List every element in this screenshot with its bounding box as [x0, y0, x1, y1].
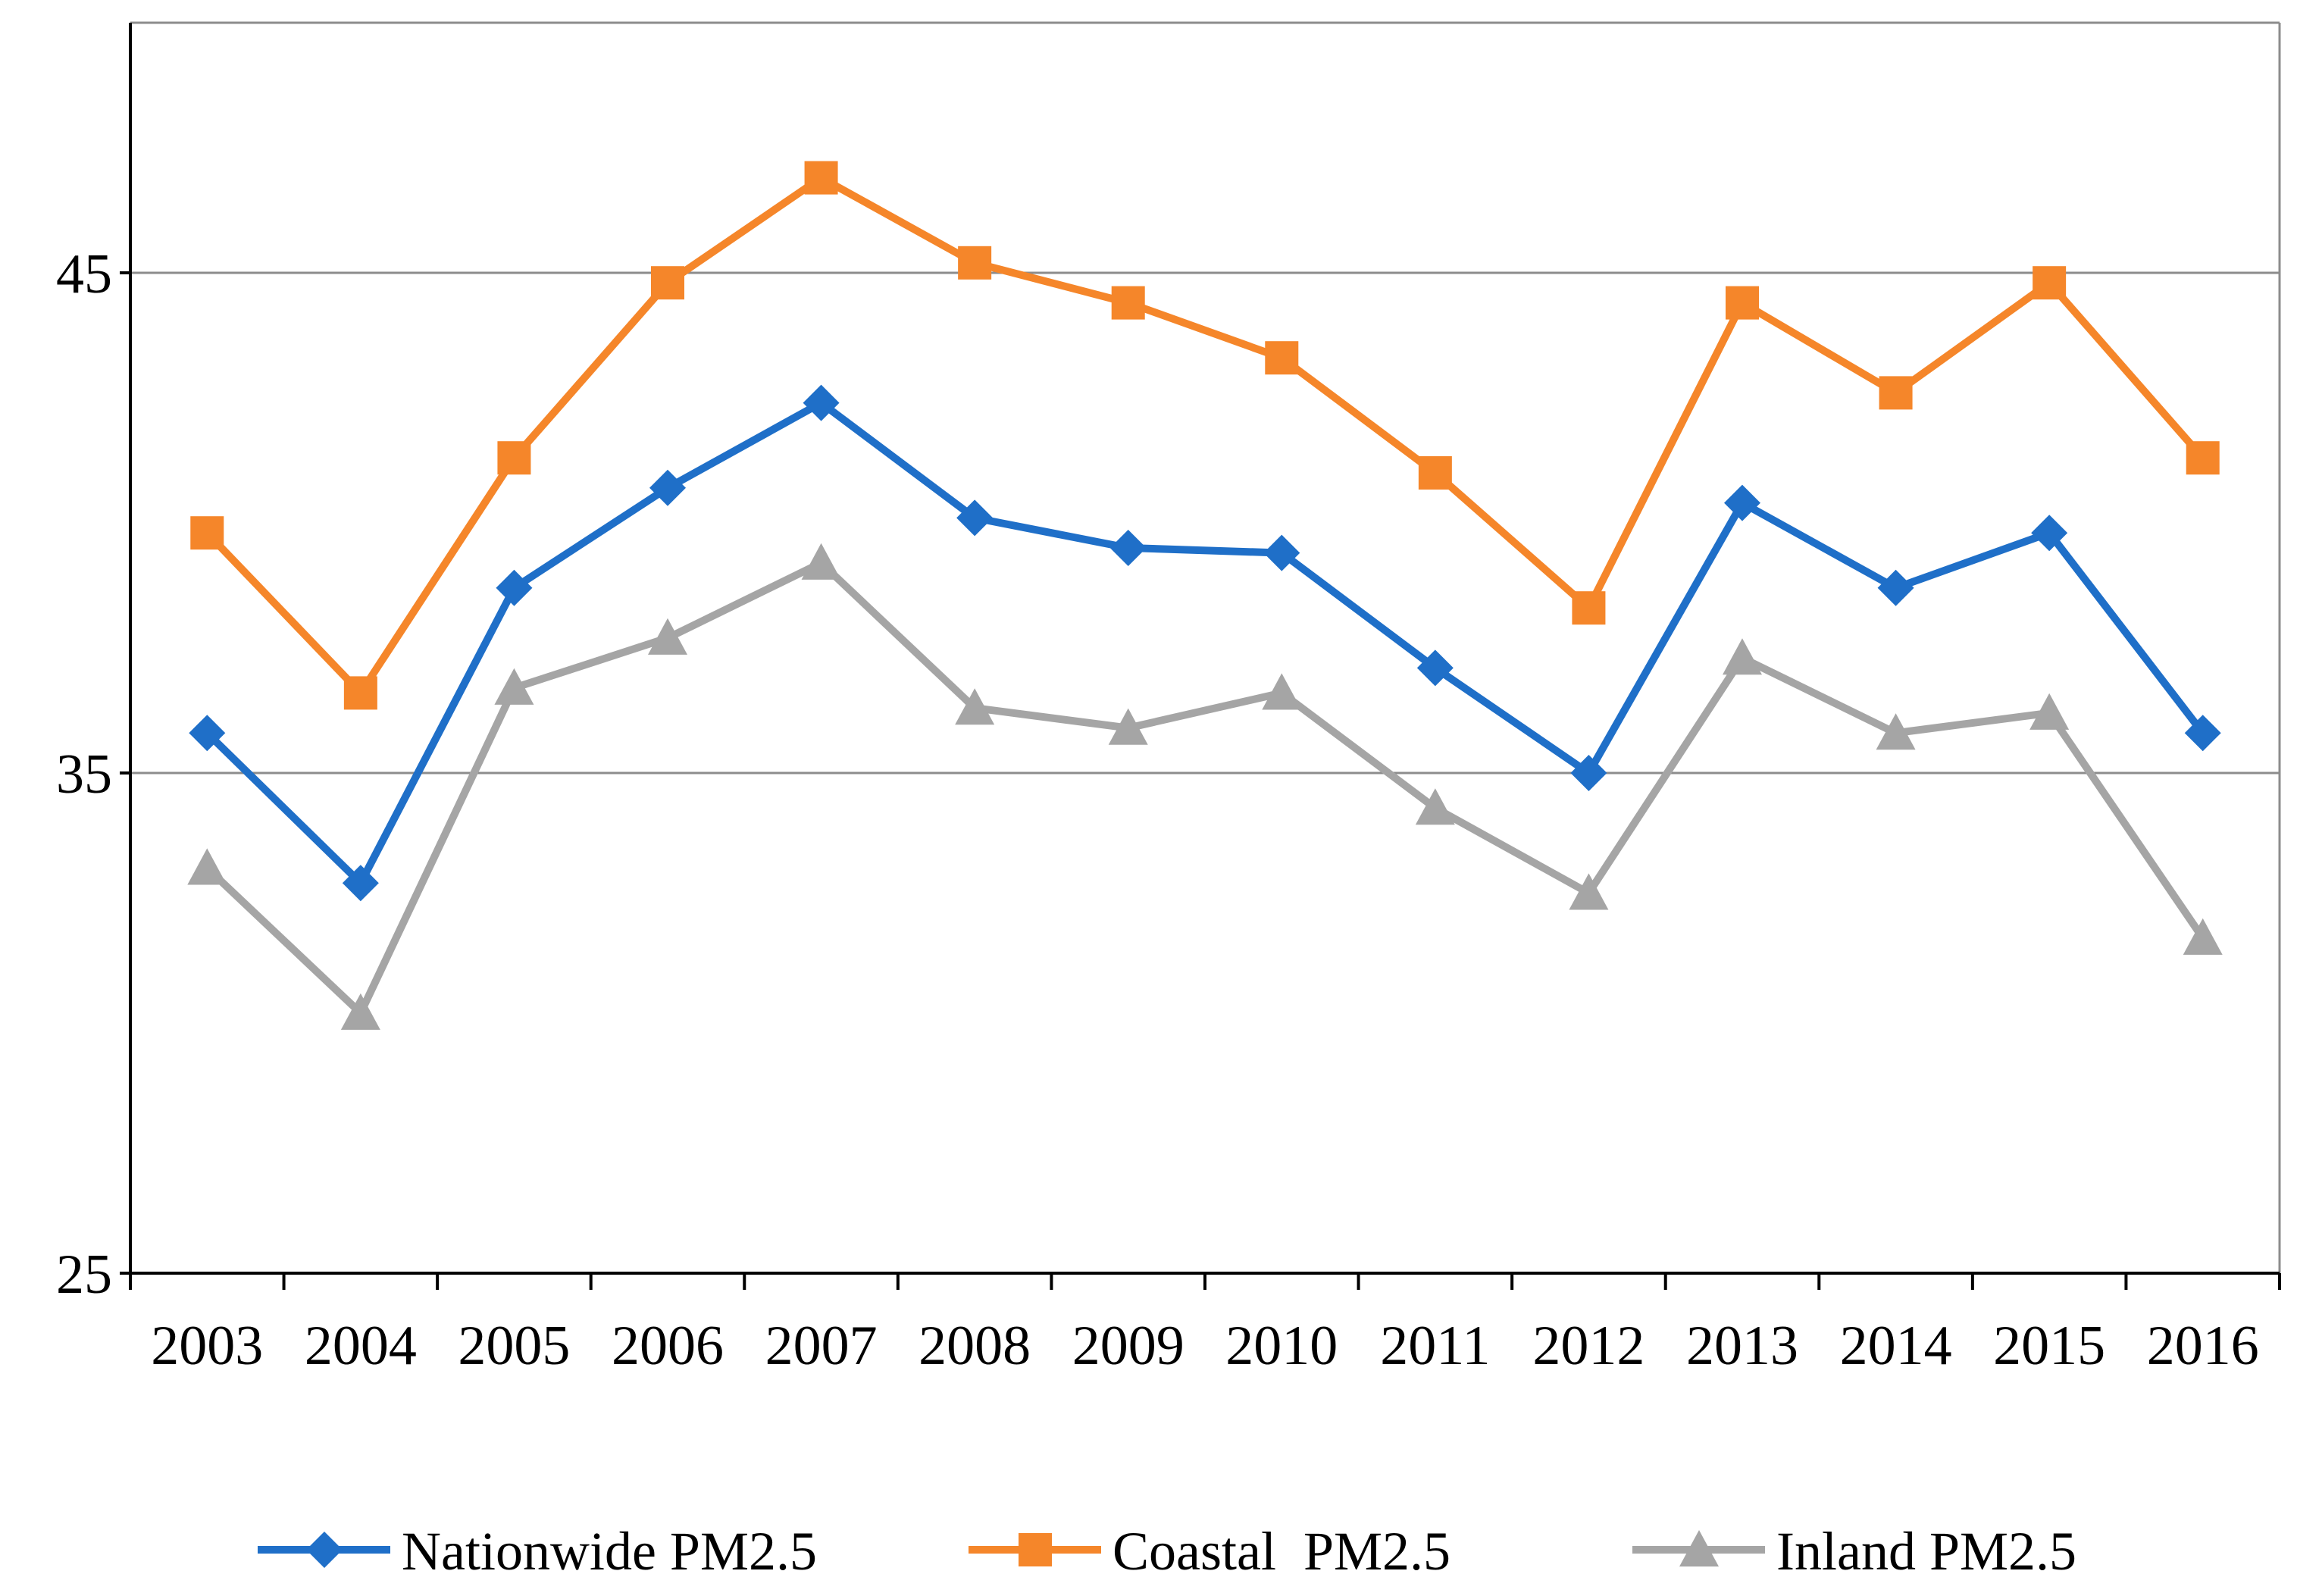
data-point-inland-pm2-5 [2183, 918, 2223, 955]
axes: 25 35 45 2003 2004 2005 2006 2007 2008 2009 2010 20… [56, 23, 2281, 1377]
data-point-inland-pm2-5 [801, 543, 841, 580]
data-point-nationwide-pm2-5 [2184, 715, 2221, 752]
data-point-nationwide-pm2-5 [956, 499, 994, 537]
x-tick-label: 2010 [1225, 1315, 1338, 1377]
data-point-nationwide-pm2-5 [2031, 515, 2068, 552]
data-point-coastal-pm2-5 [651, 266, 684, 300]
series-group [187, 161, 2223, 1030]
legend-marker-inland-pm2-5 [1679, 1530, 1719, 1567]
data-point-coastal-pm2-5 [958, 246, 992, 280]
data-point-nationwide-pm2-5 [1416, 649, 1454, 687]
data-point-nationwide-pm2-5 [1877, 569, 1914, 606]
data-point-inland-pm2-5 [2029, 693, 2070, 730]
data-point-inland-pm2-5 [1415, 788, 1455, 825]
x-tick-label: 2009 [1072, 1315, 1184, 1377]
data-point-coastal-pm2-5 [1265, 341, 1299, 375]
x-tick-label: 2007 [765, 1315, 878, 1377]
data-point-coastal-pm2-5 [497, 441, 531, 475]
x-tick-label: 2014 [1840, 1315, 1952, 1377]
x-tick-label: 2003 [151, 1315, 263, 1377]
x-tick-label: 2011 [1380, 1315, 1490, 1377]
series-line-nationwide-pm2-5 [204, 399, 2206, 887]
legend-label-coastal-pm2-5: Coastal PM2.5 [1113, 1521, 1450, 1582]
data-point-inland-pm2-5 [648, 618, 687, 655]
legend-marker-coastal-pm2-5 [1019, 1533, 1052, 1566]
data-point-nationwide-pm2-5 [1263, 534, 1300, 571]
data-point-inland-pm2-5 [1262, 673, 1302, 710]
gridlines [130, 21, 2281, 1273]
data-point-nationwide-pm2-5 [189, 715, 226, 752]
data-point-inland-pm2-5 [1108, 708, 1148, 745]
legend-label-nationwide-pm2-5: Nationwide PM2.5 [402, 1521, 817, 1582]
data-point-coastal-pm2-5 [1418, 456, 1452, 490]
x-tick-label: 2016 [2147, 1315, 2259, 1377]
data-point-nationwide-pm2-5 [1109, 530, 1147, 566]
data-point-coastal-pm2-5 [2186, 441, 2220, 475]
data-point-inland-pm2-5 [955, 688, 995, 725]
x-tick-label: 2008 [918, 1315, 1031, 1377]
data-point-coastal-pm2-5 [190, 516, 224, 550]
data-point-inland-pm2-5 [187, 848, 227, 885]
y-tick-label: 25 [56, 1244, 112, 1306]
data-point-inland-pm2-5 [494, 668, 534, 705]
y-tick-label: 45 [56, 243, 112, 305]
data-point-nationwide-pm2-5 [649, 469, 686, 506]
legend-label-inland-pm2-5: Inland PM2.5 [1776, 1521, 2076, 1582]
data-point-inland-pm2-5 [1876, 713, 1916, 750]
data-point-nationwide-pm2-5 [342, 865, 379, 902]
y-tick-label: 35 [56, 743, 112, 806]
legend-marker-nationwide-pm2-5 [306, 1532, 343, 1568]
x-tick-label: 2006 [612, 1315, 724, 1377]
x-tick-label: 2015 [1993, 1315, 2105, 1377]
data-point-coastal-pm2-5 [2033, 266, 2067, 300]
x-tick-label: 2013 [1686, 1315, 1798, 1377]
data-point-nationwide-pm2-5 [1570, 755, 1607, 791]
data-point-nationwide-pm2-5 [496, 569, 533, 606]
data-point-coastal-pm2-5 [1111, 286, 1145, 320]
series-line-coastal-pm2-5 [204, 174, 2206, 697]
data-point-coastal-pm2-5 [1572, 591, 1606, 625]
x-tick-label: 2005 [458, 1315, 570, 1377]
legend: Nationwide PM2.5 Coastal PM2.5 Inland PM2.… [258, 1521, 2076, 1582]
data-point-nationwide-pm2-5 [803, 384, 840, 421]
data-point-inland-pm2-5 [340, 993, 380, 1030]
x-tick-label: 2012 [1532, 1315, 1645, 1377]
x-tick-label: 2004 [305, 1315, 417, 1377]
data-point-inland-pm2-5 [1723, 638, 1762, 675]
data-point-inland-pm2-5 [1569, 873, 1609, 910]
data-point-coastal-pm2-5 [804, 161, 838, 195]
data-point-coastal-pm2-5 [1879, 376, 1913, 410]
data-point-coastal-pm2-5 [343, 676, 377, 710]
series-line-inland-pm2-5 [204, 559, 2206, 1017]
data-point-coastal-pm2-5 [1726, 286, 1759, 320]
data-point-nationwide-pm2-5 [1724, 484, 1760, 521]
